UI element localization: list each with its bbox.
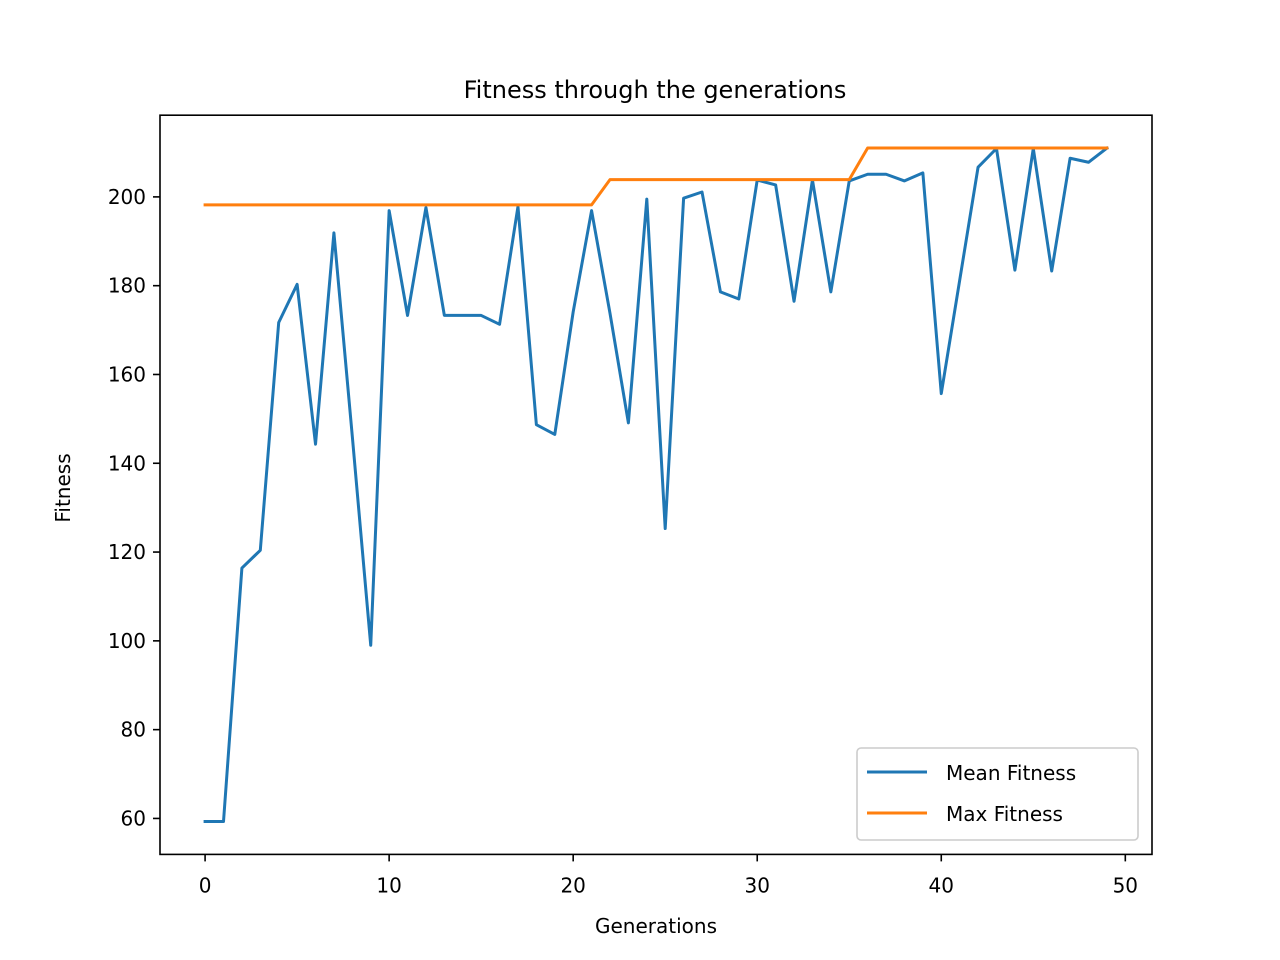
y-tick-label: 200 bbox=[108, 185, 146, 209]
y-tick-label: 120 bbox=[108, 540, 146, 564]
series-line-mean-fitness bbox=[203, 145, 1110, 824]
x-tick-label: 40 bbox=[929, 873, 954, 897]
legend: Mean Fitness Max Fitness bbox=[856, 747, 1139, 841]
x-tick-label: 0 bbox=[199, 873, 212, 897]
y-tick-label: 80 bbox=[121, 718, 146, 742]
y-tick-label: 160 bbox=[108, 362, 146, 386]
x-axis-label: Generations bbox=[595, 914, 717, 938]
x-tick-label: 20 bbox=[560, 873, 585, 897]
legend-box bbox=[856, 747, 1139, 841]
series-group bbox=[203, 145, 1110, 824]
x-tick-label: 50 bbox=[1113, 873, 1138, 897]
series-line-max-fitness bbox=[203, 146, 1109, 207]
y-tick-label: 100 bbox=[108, 629, 146, 653]
y-tick-label: 140 bbox=[108, 451, 146, 475]
x-axis-ticks: 0 10 20 30 40 50 bbox=[199, 854, 1138, 897]
x-tick-label: 10 bbox=[376, 873, 401, 897]
legend-label-mean-fitness: Mean Fitness bbox=[946, 761, 1076, 785]
x-tick-label: 30 bbox=[744, 873, 769, 897]
legend-label-max-fitness: Max Fitness bbox=[946, 802, 1063, 826]
chart-title: Fitness through the generations bbox=[464, 76, 847, 104]
y-tick-label: 60 bbox=[121, 806, 146, 830]
plot-frame bbox=[159, 114, 1153, 856]
y-tick-label: 180 bbox=[108, 274, 146, 298]
y-axis-ticks: 60 80 100 120 140 160 180 200 bbox=[108, 185, 160, 830]
y-axis-label: Fitness bbox=[51, 453, 75, 522]
